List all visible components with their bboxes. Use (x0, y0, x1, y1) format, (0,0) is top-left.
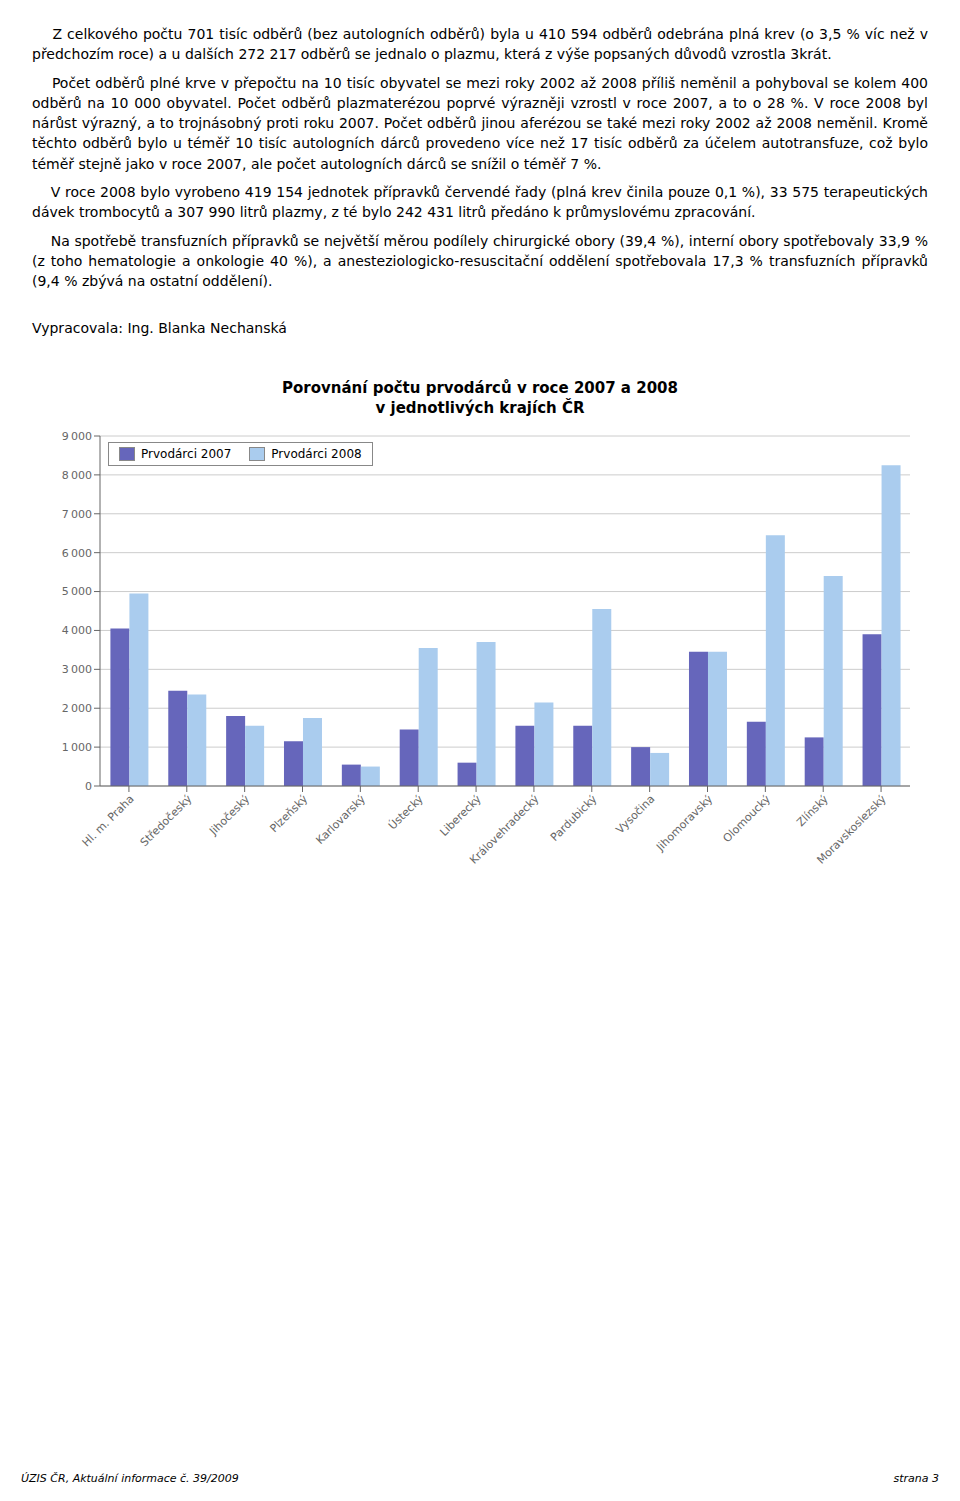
html-text:Prvodárci 2008: Prvodárci 2008 (271, 447, 362, 462)
svg-text:4 000: 4 000 (62, 625, 92, 638)
svg-text:Ústecký: Ústecký (386, 792, 426, 832)
html-text:Z celkového počtu 701 tisíc od: Z celkového počtu 701 tisíc odběrů (bez … (32, 26, 933, 63)
svg-text:Karlovarský: Karlovarský (314, 792, 369, 847)
svg-text:Liberecký: Liberecký (437, 792, 484, 839)
svg-text:1 000: 1 000 (62, 741, 92, 754)
html-text:Porovnání počtu prvodárců v ro: Porovnání počtu prvodárců v roce 2007 a … (282, 378, 678, 397)
html-text:v jednotlivých krajích ČR: v jednotlivých krajích ČR (375, 399, 585, 418)
svg-text:3 000: 3 000 (62, 664, 92, 677)
svg-text:Moravskoslezský: Moravskoslezský (814, 792, 889, 867)
svg-text:Plzeňský: Plzeňský (267, 792, 310, 835)
svg-text:5 000: 5 000 (62, 586, 92, 599)
html-text:ÚZIS ČR, Aktuální informace č.: ÚZIS ČR, Aktuální informace č. 39/2009 (21, 1472, 239, 1485)
svg-text:2 000: 2 000 (62, 702, 92, 715)
svg-text:6 000: 6 000 (62, 547, 92, 560)
svg-text:Vysočina: Vysočina (613, 793, 657, 837)
svg-text:Jihomoravský: Jihomoravský (653, 792, 715, 854)
svg-text:8 000: 8 000 (62, 469, 92, 482)
svg-text:7 000: 7 000 (62, 508, 92, 521)
svg-text:Středočeský: Středočeský (138, 792, 195, 849)
svg-text:Hl. m. Praha: Hl. m. Praha (80, 793, 137, 850)
html-text:strana 3: strana 3 (893, 1472, 939, 1485)
html-text:V roce 2008 bylo vyrobeno 419: V roce 2008 bylo vyrobeno 419 154 jednot… (32, 184, 933, 221)
svg-text:0: 0 (85, 780, 92, 793)
svg-text:Olomoucký: Olomoucký (720, 792, 773, 845)
svg-text:9 000: 9 000 (62, 430, 92, 443)
svg-text:Jihočeský: Jihočeský (206, 792, 252, 838)
svg-text:Pardubický: Pardubický (548, 792, 600, 844)
svg-text:Královehradecký: Královehradecký (467, 792, 542, 867)
svg-text:Zlínský: Zlínský (794, 792, 831, 829)
html-text:Vypracovala: Ing. Blanka Necha: Vypracovala: Ing. Blanka Nechanská (32, 319, 287, 336)
html-text:Počet odběrů plné krve v přepo: Počet odběrů plné krve v přepočtu na 10 … (32, 74, 933, 172)
html-text:Prvodárci 2007: Prvodárci 2007 (141, 447, 232, 462)
html-text:Na spotřebě transfuzních přípr: Na spotřebě transfuzních přípravků se ne… (32, 232, 933, 290)
